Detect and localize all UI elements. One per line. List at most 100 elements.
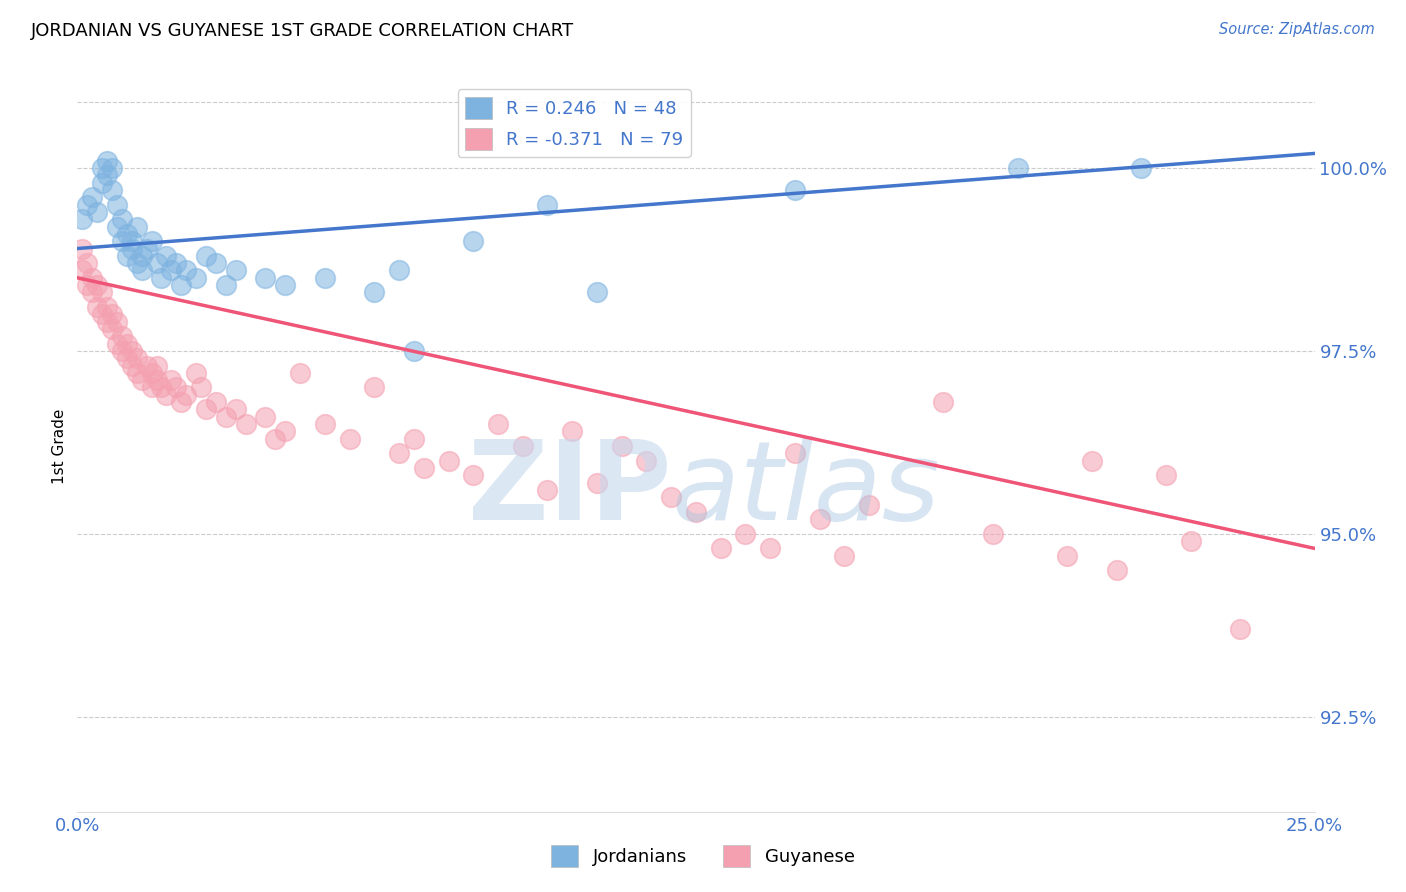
Point [254,409,277,424]
Point [141,234,163,248]
Point [125,219,148,234]
Point [150,270,173,285]
Point [145,256,167,270]
Point [82,285,104,300]
Point [225,402,247,417]
Point [131,373,153,387]
Point [932,395,955,409]
Point [734,526,756,541]
Point [160,373,183,387]
Point [121,234,143,248]
Point [463,468,485,483]
Point [314,270,336,285]
Point [1007,161,1029,175]
Point [91,176,114,190]
Point [76,256,98,270]
Point [101,307,124,321]
Point [96,315,118,329]
Point [105,197,128,211]
Point [388,446,411,460]
Point [165,256,187,270]
Point [215,409,238,424]
Point [536,483,558,497]
Point [135,242,157,256]
Legend: Jordanians, Guyanese: Jordanians, Guyanese [544,838,862,874]
Point [96,300,118,314]
Point [91,285,114,300]
Point [486,417,509,431]
Point [536,197,558,211]
Point [195,249,218,263]
Point [155,249,177,263]
Point [184,366,207,380]
Point [512,439,534,453]
Point [215,278,238,293]
Point [437,453,460,467]
Point [636,453,658,467]
Point [195,402,218,417]
Point [288,366,311,380]
Point [125,366,148,380]
Point [339,432,361,446]
Point [412,461,434,475]
Point [86,205,108,219]
Point [165,380,187,394]
Point [190,380,212,394]
Point [1056,549,1078,563]
Point [76,278,98,293]
Point [264,432,287,446]
Point [111,343,134,358]
Point [115,227,138,241]
Point [808,512,831,526]
Point [184,270,207,285]
Point [111,212,134,227]
Point [205,395,228,409]
Point [170,395,193,409]
Point [981,526,1004,541]
Point [254,270,277,285]
Text: atlas: atlas [671,436,939,543]
Point [131,249,153,263]
Point [141,366,163,380]
Point [82,190,104,204]
Point [685,505,707,519]
Point [783,446,806,460]
Point [91,307,114,321]
Point [1154,468,1177,483]
Point [91,161,114,175]
Point [659,490,682,504]
Point [105,336,128,351]
Point [586,475,609,490]
Point [101,322,124,336]
Point [225,263,247,277]
Point [363,285,385,300]
Point [121,242,143,256]
Point [314,417,336,431]
Point [111,234,134,248]
Text: Source: ZipAtlas.com: Source: ZipAtlas.com [1219,22,1375,37]
Point [1229,622,1251,636]
Point [101,161,124,175]
Point [363,380,385,394]
Point [86,300,108,314]
Point [783,183,806,197]
Point [121,343,143,358]
Point [174,263,197,277]
Point [1081,453,1104,467]
Point [105,219,128,234]
Point [155,388,177,402]
Point [463,234,485,248]
Point [170,278,193,293]
Text: JORDANIAN VS GUYANESE 1ST GRADE CORRELATION CHART: JORDANIAN VS GUYANESE 1ST GRADE CORRELAT… [31,22,574,40]
Point [235,417,257,431]
Point [125,351,148,366]
Point [759,541,782,556]
Point [402,432,425,446]
Legend: R = 0.246   N = 48, R = -0.371   N = 79: R = 0.246 N = 48, R = -0.371 N = 79 [457,89,690,157]
Point [121,359,143,373]
Point [82,270,104,285]
Point [174,388,197,402]
Point [150,380,173,394]
Point [160,263,183,277]
Point [86,278,108,293]
